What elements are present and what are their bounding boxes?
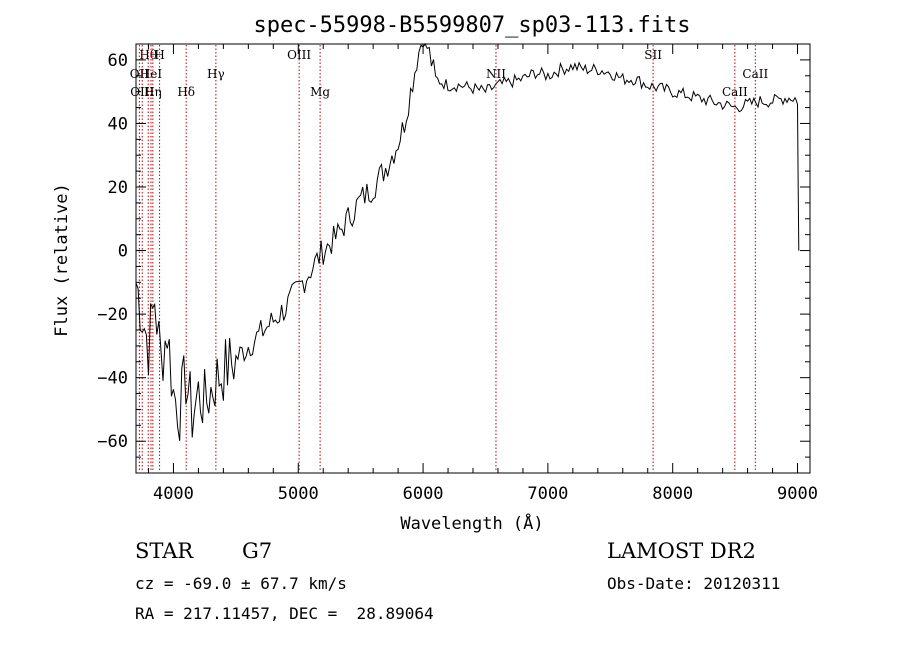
plot-frame — [135, 43, 811, 474]
survey-name: LAMOST DR2 — [607, 539, 756, 563]
y-tick-label-1: −40 — [97, 369, 128, 389]
line-label-2: OII — [130, 67, 150, 81]
line-label-6: Hδ — [177, 85, 195, 99]
line-label-9: Mg — [310, 85, 330, 99]
y-axis: −60 −40 −20 0 20 40 60 — [97, 43, 810, 474]
observation-date: Obs-Date: 20120311 — [607, 574, 781, 593]
object-class: STAR — [135, 539, 194, 563]
y-tick-label-6: 60 — [108, 51, 128, 71]
x-tick-label-1: 5000 — [278, 484, 319, 504]
line-label-11: SII — [644, 48, 662, 62]
line-label-0: Hθ — [139, 48, 157, 62]
y-tick-label-5: 40 — [108, 114, 128, 134]
y-tick-label-4: 20 — [108, 178, 128, 198]
x-tick-label-0: 4000 — [153, 484, 194, 504]
y-tick-label-0: −60 — [97, 432, 128, 452]
x-tick-label-5: 9000 — [777, 484, 818, 504]
coordinates: RA = 217.11457, DEC = 28.89064 — [135, 604, 434, 623]
x-tick-label-4: 8000 — [652, 484, 693, 504]
line-label-12: CaII — [722, 85, 748, 99]
line-label-13: CaII — [742, 67, 768, 81]
object-subclass: G7 — [242, 539, 273, 563]
line-label-7: Hγ — [207, 67, 225, 81]
y-tick-label-2: −20 — [97, 305, 128, 325]
x-tick-label-3: 7000 — [527, 484, 568, 504]
redshift-info: cz = -69.0 ± 67.7 km/s — [135, 574, 347, 593]
x-axis-label: Wavelength (Å) — [400, 512, 543, 534]
line-label-10: NII — [486, 67, 506, 81]
x-tick-label-2: 6000 — [403, 484, 444, 504]
line-label-8: OIII — [287, 48, 311, 62]
line-label-1: H — [154, 48, 164, 62]
y-axis-label: Flux (relative) — [52, 183, 72, 337]
line-label-5: Hη — [144, 85, 162, 99]
spectrum-line — [135, 42, 800, 441]
y-tick-label-3: 0 — [118, 242, 128, 262]
chart-title: spec-55998-B5599807_sp03-113.fits — [253, 13, 690, 38]
line-label-3: HeI — [140, 67, 163, 81]
x-axis: 4000 5000 6000 7000 8000 9000 — [147, 44, 818, 504]
